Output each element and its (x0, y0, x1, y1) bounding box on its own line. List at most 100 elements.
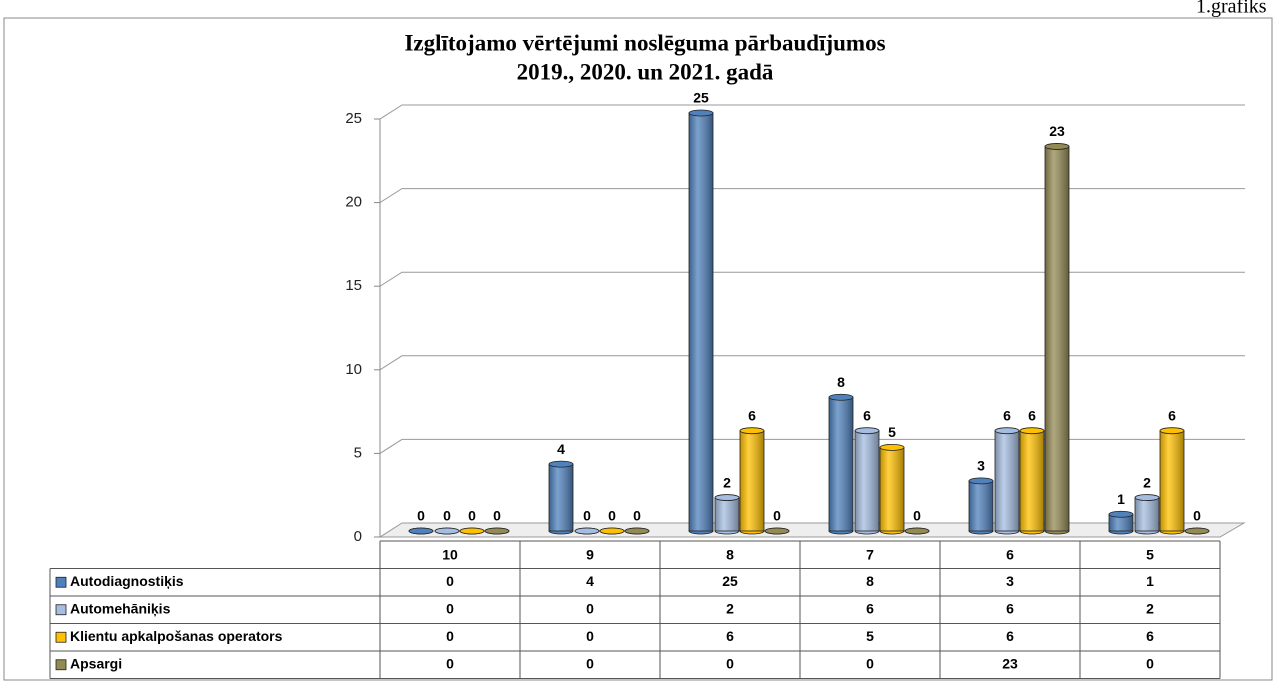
bar-cap (574, 527, 600, 535)
table-value: 0 (446, 628, 454, 644)
bar-shade (879, 446, 905, 532)
bar-shade (548, 463, 574, 532)
table-value: 0 (586, 600, 594, 616)
bar-cap (1019, 427, 1045, 435)
bar-cap (714, 494, 740, 501)
data-label: 0 (443, 508, 451, 524)
bar-cap (879, 443, 905, 451)
bar-cap (599, 527, 625, 535)
y-tick-label: 20 (345, 194, 362, 211)
bar-cap (828, 393, 854, 401)
grid-line (379, 271, 1245, 287)
bar-cap (1184, 527, 1210, 535)
legend-label: Automehāniķis (70, 600, 171, 616)
grid-line (379, 438, 1245, 454)
bar-cap (739, 427, 765, 435)
chart-title: Izglītojamo vērtējumi noslēguma pārbaudī… (404, 30, 885, 55)
data-label: 1 (1117, 491, 1125, 507)
data-label: 6 (1028, 407, 1036, 423)
bar-cap (1108, 510, 1134, 518)
data-label: 3 (977, 458, 985, 474)
table-value: 6 (726, 628, 734, 644)
y-tick-label: 10 (345, 361, 362, 378)
bar-shade (1044, 146, 1070, 532)
data-label: 0 (913, 508, 921, 524)
bar-cap (1159, 427, 1185, 435)
legend-label: Apsargi (70, 655, 122, 671)
table-value: 0 (1146, 655, 1154, 671)
bar-cap (548, 460, 574, 468)
data-label: 0 (417, 508, 425, 524)
data-label: 6 (863, 407, 871, 423)
data-label: 2 (1143, 474, 1151, 490)
bar-shade (739, 430, 765, 532)
table-value: 4 (586, 573, 594, 589)
bar-cap (1134, 494, 1160, 501)
table-value: 0 (866, 655, 874, 671)
table-value: 6 (1006, 600, 1014, 616)
bar-cap (994, 427, 1020, 435)
data-label: 25 (693, 90, 709, 106)
grid-line (379, 355, 1245, 371)
grid-line (379, 104, 1245, 120)
bar-cap (968, 477, 994, 485)
chart-frame (3, 17, 1273, 681)
table-value: 6 (1006, 628, 1014, 644)
bar-cap (688, 109, 714, 117)
table-value: 0 (446, 655, 454, 671)
table-value: 6 (1146, 628, 1154, 644)
y-tick-label: 25 (345, 110, 362, 127)
table-value: 0 (586, 628, 594, 644)
data-label: 0 (583, 508, 591, 524)
data-label: 0 (633, 508, 641, 524)
data-label: 0 (493, 508, 501, 524)
table-value: 1 (1146, 573, 1154, 589)
y-tick-label: 5 (354, 444, 362, 461)
bar-shade (688, 112, 714, 532)
bar-cap (408, 527, 434, 535)
x-tick-label: 5 (1146, 546, 1154, 562)
y-tick-label: 15 (345, 277, 362, 294)
table-value: 5 (866, 628, 874, 644)
table-value: 23 (1002, 655, 1018, 671)
bar-cap (904, 527, 930, 535)
bar-cap (624, 527, 650, 535)
bar-shade (1134, 497, 1160, 532)
data-label: 6 (748, 407, 756, 423)
data-label: 5 (888, 424, 896, 440)
table-value: 2 (726, 600, 734, 616)
data-label: 23 (1049, 123, 1065, 139)
data-label: 2 (723, 474, 731, 490)
table-value: 3 (1006, 573, 1014, 589)
data-label: 0 (468, 508, 476, 524)
table-value: 6 (866, 600, 874, 616)
data-label: 6 (1168, 407, 1176, 423)
legend-swatch (55, 631, 67, 643)
bar-shade (714, 497, 740, 532)
data-label: 0 (608, 508, 616, 524)
bar-cap (459, 527, 485, 535)
bar-cap (484, 527, 510, 535)
bar-shade (968, 480, 994, 532)
legend-swatch (55, 604, 67, 616)
legend-label: Autodiagnostiķis (70, 573, 184, 589)
bar-shade (828, 396, 854, 532)
chart-title: 2019., 2020. un 2021. gadā (517, 59, 774, 84)
table-value: 8 (866, 573, 874, 589)
table-value: 2 (1146, 600, 1154, 616)
legend-swatch (55, 576, 67, 588)
bar-shade (854, 430, 880, 532)
bar-cap (854, 427, 880, 435)
y-tick-label: 0 (354, 528, 362, 545)
caption: 1.grafiks (1196, 0, 1267, 18)
data-label: 0 (1193, 508, 1201, 524)
table-value: 0 (726, 655, 734, 671)
legend-label: Klientu apkalpošanas operators (70, 628, 283, 644)
bar-cap (434, 527, 460, 535)
data-label: 4 (557, 441, 565, 457)
x-tick-label: 9 (586, 546, 594, 562)
bar-shade (1019, 430, 1045, 532)
bar-shade (994, 430, 1020, 532)
grid-line (379, 188, 1245, 204)
